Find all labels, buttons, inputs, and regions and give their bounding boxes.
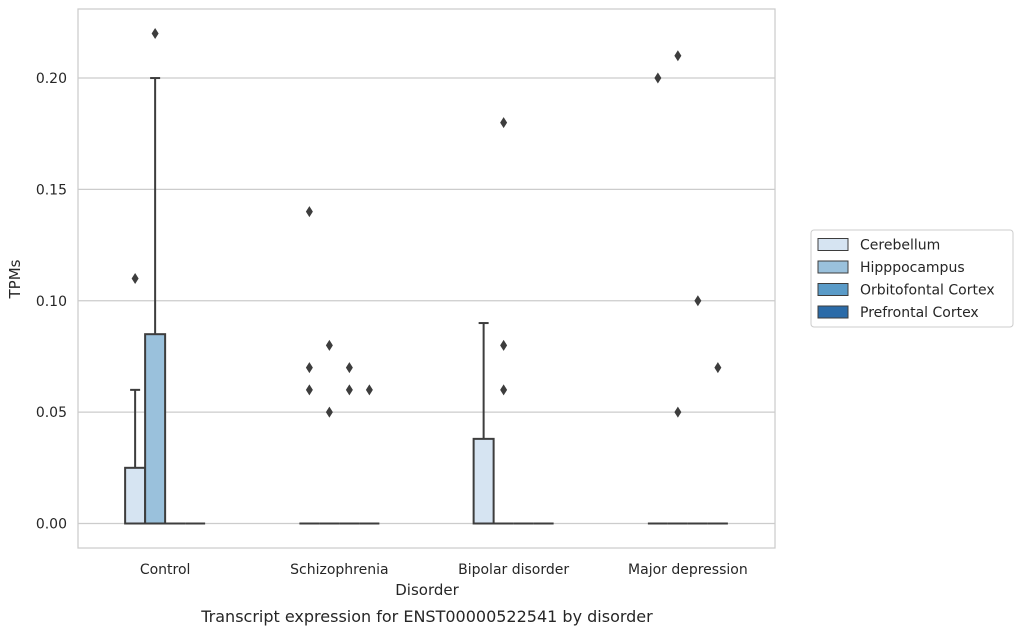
outlier-point — [714, 362, 722, 374]
legend-label: Orbitofontal Cortex — [860, 283, 995, 299]
x-tick-label: Schizophrenia — [290, 562, 388, 578]
box-group — [647, 72, 668, 525]
x-tick-label: Bipolar disorder — [458, 562, 569, 578]
x-tick-label: Control — [140, 562, 191, 578]
box-series — [124, 28, 728, 525]
box-group — [667, 50, 688, 525]
box-group — [144, 28, 167, 525]
outlier-point — [305, 206, 313, 218]
legend-label: Cerebellum — [860, 238, 940, 254]
plot-frame — [77, 8, 776, 549]
box-group — [319, 339, 340, 525]
outlier-point — [694, 295, 702, 307]
outlier-point — [131, 273, 139, 284]
y-axis-label: TPMs — [6, 259, 24, 299]
plot-area — [78, 9, 775, 548]
y-axis: 0.00 0.05 0.10 0.15 0.20 — [36, 71, 67, 532]
legend-swatch — [817, 238, 849, 251]
box-group — [707, 362, 728, 525]
box-group — [687, 295, 708, 525]
y-tick-label: 0.10 — [36, 294, 67, 310]
legend-frame — [810, 229, 1014, 328]
outlier-point — [325, 339, 333, 351]
box-group — [472, 322, 495, 525]
outlier-point — [674, 50, 682, 62]
legend-swatch — [817, 305, 849, 319]
outlier-point — [500, 117, 508, 129]
box — [144, 333, 167, 525]
box-group — [124, 273, 147, 525]
x-tick-label: Major depression — [628, 562, 748, 578]
outlier-point — [500, 339, 508, 351]
legend: Cerebellum Hipppocampus Orbitofontal Corte… — [810, 229, 1014, 328]
outlier-point — [365, 384, 373, 396]
legend-swatch — [817, 260, 849, 274]
x-axis-label: Disorder — [395, 581, 459, 599]
outlier-point — [500, 384, 508, 396]
outlier-point — [325, 406, 333, 418]
outlier-point — [345, 384, 353, 396]
box — [124, 466, 147, 525]
outlier-point — [674, 406, 682, 418]
box-group — [359, 384, 380, 525]
outlier-point — [151, 28, 159, 39]
y-tick-label: 0.05 — [36, 405, 67, 421]
y-tick-label: 0.20 — [36, 71, 67, 87]
outlier-point — [305, 384, 313, 396]
y-tick-label: 0.15 — [36, 182, 67, 198]
box-group — [299, 206, 320, 525]
box — [472, 437, 495, 525]
outlier-point — [305, 362, 313, 374]
box-group — [339, 362, 360, 525]
outlier-point — [654, 72, 662, 84]
y-tick-label: 0.00 — [36, 517, 67, 533]
box-group — [493, 117, 514, 525]
chart-caption: Transcript expression for ENST0000052254… — [200, 607, 653, 626]
x-axis: Control Schizophrenia Bipolar disorder Majo… — [140, 562, 748, 578]
legend-label: Hipppocampus — [860, 260, 965, 276]
outlier-point — [345, 362, 353, 374]
legend-label: Prefrontal Cortex — [860, 305, 979, 321]
legend-swatch — [817, 283, 849, 296]
